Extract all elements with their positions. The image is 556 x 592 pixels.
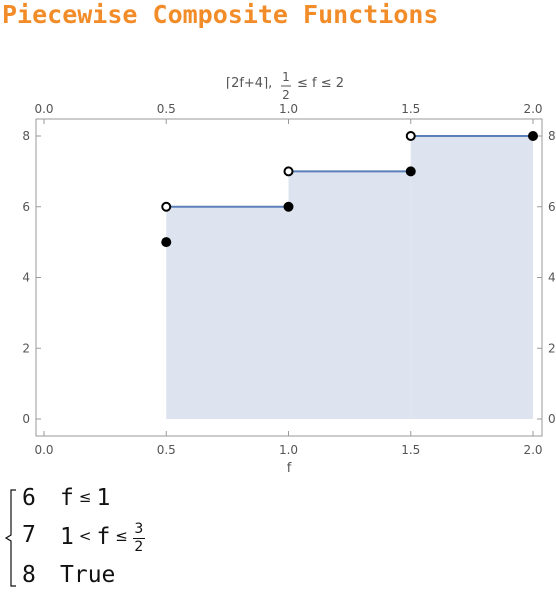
piecewise-definition: 6 f ≤1 7 1 < f ≤3 2 8 True (0, 482, 300, 592)
x-tick-label-top: 1.0 (279, 102, 298, 116)
x-tick-label-bottom: 1.5 (401, 443, 420, 457)
condition-var: f (96, 524, 111, 550)
left-brace-icon (4, 489, 16, 587)
chart-title: ⌈2f+4⌉, 1 2 ≤ f ≤ 2 (226, 70, 344, 102)
area-fill-layer (166, 136, 533, 419)
chart-title-suffix: ≤ f ≤ 2 (297, 76, 344, 91)
fraction-numerator: 3 (134, 521, 144, 537)
piecewise-value: 6 (22, 485, 36, 511)
y-tick-label-right: 6 (548, 200, 556, 214)
fraction-denominator: 2 (134, 539, 144, 555)
condition-op: ≤ (115, 527, 128, 545)
condition-op: ≤ (78, 488, 92, 506)
closed-point (528, 131, 538, 141)
x-tick-label-top: 0.5 (157, 102, 176, 116)
y-tick-label-left: 2 (22, 341, 30, 355)
x-tick-label-top: 0.0 (34, 102, 53, 116)
area-fill-3 (410, 136, 533, 419)
y-tick-label-left: 0 (22, 412, 30, 426)
area-fill-1 (166, 206, 289, 419)
piecewise-condition: f ≤1 (60, 485, 110, 511)
step-line-layer (166, 135, 533, 208)
area-fill-2 (288, 171, 411, 419)
closed-point (405, 166, 416, 177)
y-tick-label-right: 2 (548, 341, 556, 355)
step-chart: ⌈2f+4⌉, 1 2 ≤ f ≤ 2 0.0 0.0 0.5 0.5 1.0 1.0 1.… (22, 70, 555, 476)
piecewise-value: 8 (22, 562, 36, 588)
y-tick-label-right: 4 (548, 271, 556, 285)
closed-point (161, 237, 172, 248)
y-tick-label-right: 0 (548, 412, 556, 426)
condition-bound: 1 (96, 485, 111, 511)
x-axis-label: f (287, 461, 292, 476)
point-layer (161, 131, 538, 248)
x-tick-label-bottom: 1.0 (279, 443, 298, 457)
tick-layer: 0.0 0.0 0.5 0.5 1.0 1.0 1.5 1.5 2.0 2.0 0 0 2 2 4 4 6 6 8 8 (22, 102, 555, 457)
x-tick-label-top: 2.0 (523, 102, 542, 116)
x-tick-label-bottom: 2.0 (523, 443, 542, 457)
x-tick-label-bottom: 0.5 (157, 443, 176, 457)
piecewise-condition: 1 < f ≤3 2 (60, 522, 145, 556)
condition-op: < (78, 527, 92, 545)
chart-title-frac-den: 2 (282, 88, 290, 102)
condition-lower: 1 (60, 524, 74, 550)
open-point (283, 166, 294, 177)
page-title: Piecewise Composite Functions (2, 0, 439, 29)
chart-title-frac-num: 1 (282, 70, 290, 84)
x-tick-label-top: 1.5 (401, 102, 420, 116)
condition-var: f (60, 485, 74, 511)
open-point (161, 201, 172, 212)
open-point (405, 131, 416, 141)
piecewise-value: 7 (22, 522, 36, 548)
closed-point (283, 201, 294, 212)
y-tick-label-left: 4 (22, 271, 30, 285)
x-tick-label-bottom: 0.0 (34, 443, 53, 457)
y-tick-label-left: 8 (22, 129, 30, 143)
chart-title-prefix: ⌈2f+4⌉, (226, 76, 272, 91)
y-tick-label-right: 8 (548, 129, 556, 143)
y-tick-label-left: 6 (22, 200, 30, 214)
piecewise-condition: True (60, 562, 116, 588)
